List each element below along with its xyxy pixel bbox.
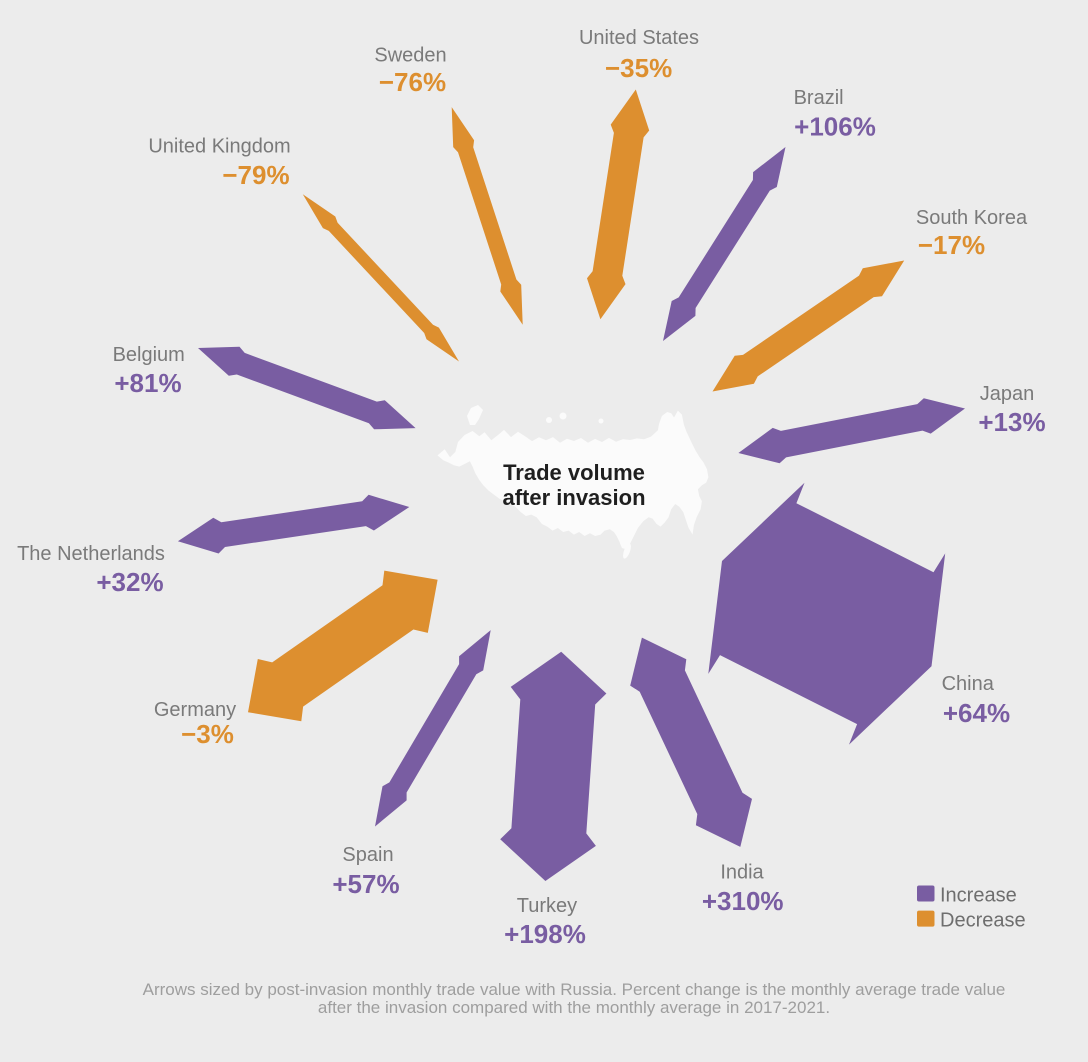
svg-text:Spain: Spain (342, 844, 393, 866)
svg-text:Belgium: Belgium (113, 344, 185, 366)
svg-text:United Kingdom: United Kingdom (148, 136, 290, 158)
svg-text:The Netherlands: The Netherlands (17, 543, 165, 565)
svg-text:+64%: +64% (943, 698, 1010, 728)
svg-text:Arrows sized by post-invasion: Arrows sized by post-invasion monthly tr… (143, 980, 1006, 999)
svg-text:Germany: Germany (154, 699, 236, 721)
svg-text:+81%: +81% (114, 368, 181, 398)
svg-text:after invasion: after invasion (502, 485, 645, 510)
svg-text:−17%: −17% (918, 230, 985, 260)
svg-text:Trade volume: Trade volume (503, 460, 645, 485)
svg-text:South Korea: South Korea (916, 207, 1028, 229)
svg-text:−79%: −79% (222, 160, 289, 190)
svg-text:−76%: −76% (379, 67, 446, 97)
svg-text:Turkey: Turkey (517, 895, 577, 917)
svg-text:Increase: Increase (940, 885, 1017, 907)
svg-text:−3%: −3% (181, 719, 234, 749)
svg-text:−35%: −35% (605, 53, 672, 83)
svg-text:China: China (942, 673, 995, 695)
svg-text:+106%: +106% (794, 112, 876, 142)
svg-text:India: India (720, 862, 764, 884)
svg-text:United States: United States (579, 27, 699, 49)
svg-text:Decrease: Decrease (940, 910, 1026, 932)
svg-text:+310%: +310% (702, 886, 784, 916)
svg-text:after the invasion compared wi: after the invasion compared with the mon… (318, 998, 830, 1017)
svg-text:+13%: +13% (978, 407, 1045, 437)
svg-text:Brazil: Brazil (794, 87, 844, 109)
svg-text:+198%: +198% (504, 919, 586, 949)
svg-text:Sweden: Sweden (374, 45, 446, 67)
svg-text:+32%: +32% (96, 567, 163, 597)
svg-text:Japan: Japan (980, 383, 1035, 405)
svg-text:+57%: +57% (332, 869, 399, 899)
